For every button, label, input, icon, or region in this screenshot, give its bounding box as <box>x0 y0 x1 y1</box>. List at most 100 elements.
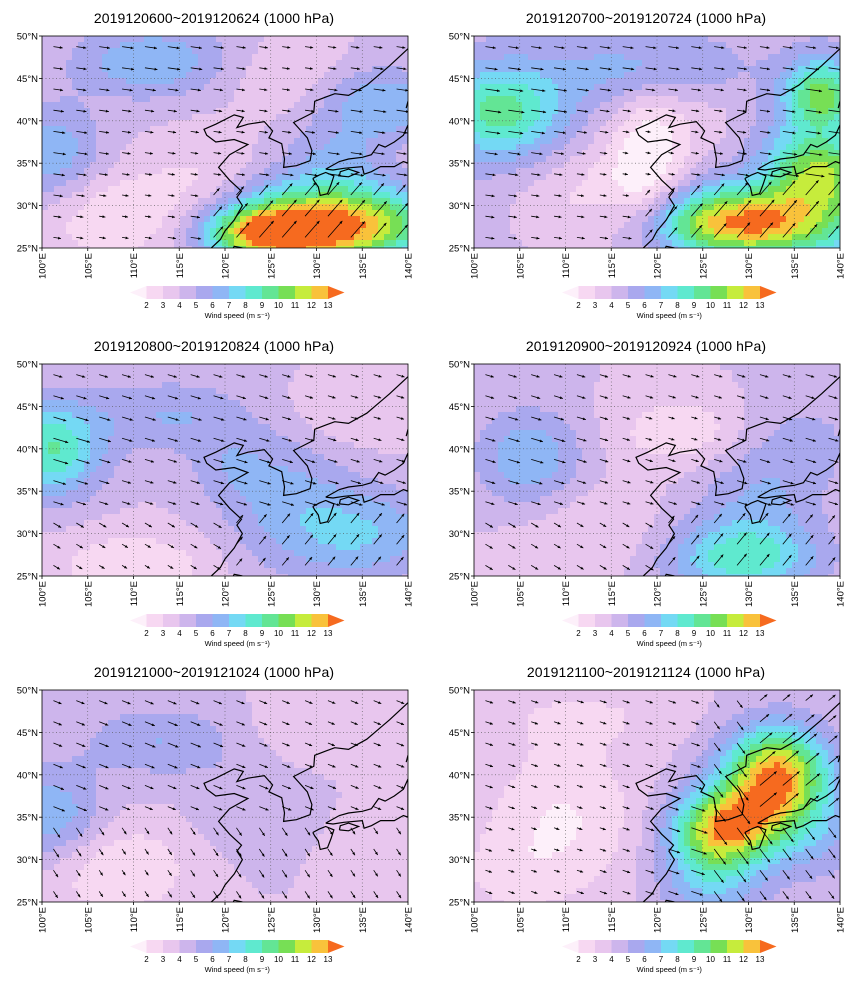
coastline <box>635 702 840 902</box>
wind-arrow <box>531 700 539 704</box>
colorbar-tick: 9 <box>692 301 697 310</box>
wind-arrow <box>99 88 110 92</box>
wind-arrow <box>782 395 792 399</box>
colorbar-tick: 3 <box>593 955 598 964</box>
wind-arrow <box>396 416 405 420</box>
wind-arrow <box>691 891 704 896</box>
wind-arrow <box>828 755 839 765</box>
wind-arrow <box>668 742 677 747</box>
wind-arrow <box>190 395 201 400</box>
wind-arrow <box>99 480 110 485</box>
wind-arrow <box>645 416 653 420</box>
wind-arrow <box>53 763 63 769</box>
wind-arrow <box>282 459 293 464</box>
wind-arrow <box>259 535 267 545</box>
wind-arrow <box>167 501 177 505</box>
wind-arrow <box>828 776 840 786</box>
colorbar-swatch <box>694 286 711 299</box>
wind-arrow <box>327 806 337 811</box>
lon-label: 100°E <box>470 907 481 933</box>
wind-arrow <box>714 459 723 463</box>
wind-arrow <box>713 183 725 196</box>
lon-label: 120°E <box>653 907 664 933</box>
wind-arrow <box>782 554 792 566</box>
wind-arrow <box>282 742 290 747</box>
wind-arrow <box>282 480 294 485</box>
wind-arrow <box>99 67 111 71</box>
wind-arrow <box>530 565 539 570</box>
wind-arrow <box>98 543 106 549</box>
wind-arrow <box>396 763 405 768</box>
wind-arrow <box>281 848 288 857</box>
colorbar-tick: 5 <box>194 301 199 310</box>
wind-arrow <box>713 891 723 902</box>
wind-arrow <box>75 848 82 857</box>
wind-arrow <box>485 374 494 378</box>
wind-arrow <box>668 535 676 545</box>
wind-arrow <box>167 848 173 856</box>
wind-arrow <box>828 557 836 566</box>
wind-arrow <box>805 173 825 178</box>
colorbar-swatch <box>179 614 197 627</box>
wind-arrow <box>576 46 588 50</box>
wind-arrow <box>622 416 631 420</box>
colorbar-swatch <box>245 614 263 627</box>
wind-arrow <box>576 848 583 852</box>
wind-arrow <box>508 806 515 810</box>
wind-arrow <box>645 891 655 895</box>
wind-arrow <box>122 173 130 176</box>
wind-arrow <box>828 501 839 506</box>
wind-arrow <box>691 173 701 177</box>
lat-label: 30°N <box>449 855 470 866</box>
wind-arrow <box>282 88 290 92</box>
wind-arrow <box>373 848 379 856</box>
colorbar-swatch <box>163 286 180 299</box>
colorbar: 2 3 4 5 6 7 8 9 10 11 12 13 Wind speed (m s⁻¹) <box>562 286 777 320</box>
wind-arrow <box>622 130 630 134</box>
wind-arrow <box>759 459 771 463</box>
wind-arrow <box>485 700 494 704</box>
wind-arrow <box>508 700 516 704</box>
wind-arrow <box>782 173 800 178</box>
colorbar-swatch <box>229 940 246 953</box>
wind-arrow <box>782 513 792 524</box>
wind-arrow <box>645 395 654 399</box>
colorbar-tick: 8 <box>243 629 248 638</box>
wind-arrow <box>144 721 155 727</box>
wind-arrow <box>259 459 271 464</box>
wind-arrow <box>304 534 314 545</box>
lon-label: 120°E <box>221 907 232 933</box>
lat-label: 40°N <box>17 444 38 455</box>
wind-arrow <box>736 199 752 217</box>
wind-arrow <box>622 480 631 484</box>
colorbar-tick: 4 <box>177 301 182 310</box>
wind-arrow <box>759 501 772 506</box>
colorbar-tick: 12 <box>739 955 748 964</box>
wind-arrow <box>828 848 836 859</box>
wind-arrow <box>282 67 290 70</box>
wind-arrow <box>508 501 518 506</box>
wind-arrow <box>531 395 541 400</box>
wind-arrow <box>576 700 584 704</box>
wind-arrow <box>282 785 292 790</box>
wind-arrow <box>782 131 796 135</box>
wind-arrow <box>396 700 405 705</box>
wind-arrow <box>327 67 337 70</box>
wind-arrow <box>76 763 86 769</box>
wind-arrow <box>691 395 699 399</box>
wind-arrow <box>553 785 561 788</box>
wind-arrow <box>350 67 361 71</box>
wind-arrow <box>531 194 540 198</box>
wind-arrow <box>121 416 133 421</box>
colorbar-swatch <box>677 940 695 953</box>
wind-arrow <box>553 543 561 549</box>
colorbar-swatch <box>212 614 230 627</box>
wind-arrow <box>327 512 337 524</box>
wind-arrow <box>144 806 153 811</box>
colorbar-tick: 2 <box>576 955 581 964</box>
wind-arrow <box>508 67 521 71</box>
wind-arrow <box>144 416 156 421</box>
wind-arrow <box>782 771 800 786</box>
wind-arrow <box>76 565 83 570</box>
wind-arrow <box>167 130 177 134</box>
